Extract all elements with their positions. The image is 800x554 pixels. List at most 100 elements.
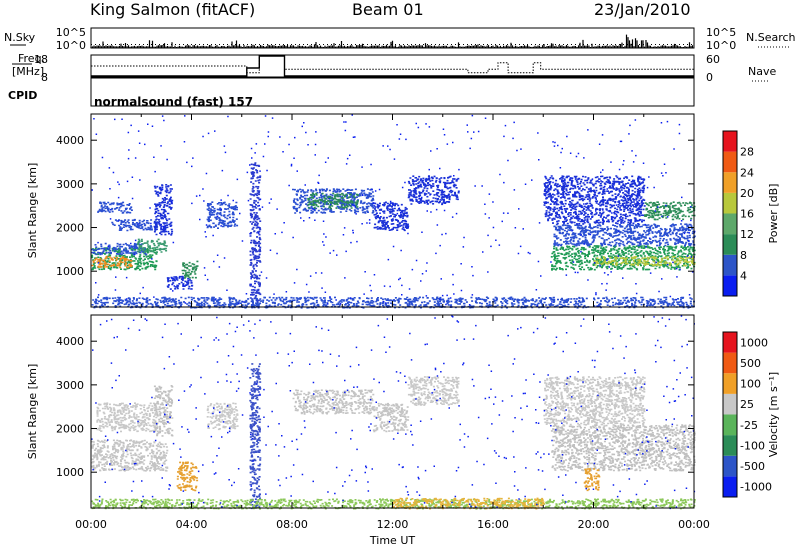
velocity-band-9 [550, 424, 696, 472]
power-band-17 [553, 223, 696, 247]
power-colorbar-tick: 20 [740, 187, 754, 200]
velocity-band-4 [206, 402, 239, 431]
freq-tick-bottom: 8 [41, 71, 48, 84]
power-band-13 [372, 201, 410, 232]
power-band-7 [181, 260, 199, 279]
nsky-label: N.Sky [4, 31, 36, 44]
velocity-band-7 [372, 402, 410, 433]
power-ytick-label: 4000 [56, 134, 84, 147]
xtick-label: 12:00 [377, 518, 409, 531]
xtick-label: 04:00 [176, 518, 208, 531]
power-band-18 [543, 175, 646, 225]
station-title: King Salmon (fitACF) [90, 0, 256, 19]
noise-tick-left-top: 10^5 [56, 26, 86, 39]
power-colorbar-tick: 12 [740, 228, 754, 241]
power-colorbar-segment [723, 131, 737, 152]
nave-label: Nave [748, 65, 777, 78]
noise-tick-right-bottom: 10^0 [706, 39, 736, 52]
cpid-panel-frame [90, 77, 695, 107]
power-colorbar-tick: 8 [740, 249, 747, 262]
freq-label: Freq. [18, 52, 46, 65]
power-colorbar-segment [723, 172, 737, 193]
power-band-20 [91, 296, 696, 309]
power-colorbar-frame [722, 130, 738, 297]
xaxis-label: Time UT [369, 534, 415, 547]
velocity-colorbar-tick: -25 [740, 419, 758, 432]
nave-tick-top: 60 [706, 53, 720, 66]
freq-trace [91, 55, 694, 77]
power-band-2 [91, 242, 148, 256]
power-colorbar-segment [723, 213, 737, 235]
nsearch-label: N.Search [746, 31, 796, 44]
velocity-colorbar-tick: 500 [740, 357, 761, 370]
velocity-colorbar-tick: 100 [740, 378, 761, 391]
velocity-colorbar-segment [723, 414, 737, 436]
freq-tick-top: 18 [34, 53, 48, 66]
nave-trace [91, 55, 694, 74]
power-colorbar-tick: 28 [740, 146, 754, 159]
power-band-16 [593, 255, 696, 267]
velocity-colorbar-segment [723, 352, 737, 374]
power-band-19 [644, 201, 696, 221]
power-band-5 [111, 218, 159, 232]
power-band-4 [97, 201, 133, 214]
power-band-3 [136, 238, 168, 253]
power-colorbar-segment [723, 234, 737, 255]
velocity-colorbar-tick: 25 [740, 398, 754, 411]
freq-unit-label: [MHz] [12, 65, 45, 78]
velocity-band-2 [153, 385, 174, 437]
velocity-band-11 [583, 468, 601, 492]
velocity-band-0 [91, 439, 169, 472]
velocity-colorbar-segment [723, 393, 737, 415]
velocity-colorbar-tick: -100 [740, 439, 765, 452]
xtick-label: 16:00 [477, 518, 509, 531]
velocity-ytick-label: 3000 [56, 379, 84, 392]
velocity-band-3 [176, 461, 199, 492]
cpid-label: CPID [8, 89, 38, 102]
power-colorbar-tick: 4 [740, 269, 747, 282]
velocity-band-8 [407, 376, 460, 406]
power-band-14 [407, 175, 460, 206]
velocity-colorbar-tick: 1000 [740, 336, 768, 349]
xtick-label: 08:00 [276, 518, 308, 531]
power-band-8 [166, 275, 194, 290]
power-colorbar-segment [723, 275, 737, 296]
power-ytick-label: 3000 [56, 178, 84, 191]
xtick-label: 00:00 [75, 518, 107, 531]
velocity-ytick-label: 1000 [56, 466, 84, 479]
velocity-colorbar-segment [723, 435, 737, 456]
velocity-band-10 [543, 376, 646, 426]
nsky-trace [90, 34, 694, 48]
velocity-colorbar-frame [722, 331, 738, 498]
velocity-ytick-label: 2000 [56, 423, 84, 436]
velocity-colorbar-segment [723, 455, 737, 477]
noise-tick-left-bottom: 10^0 [56, 39, 86, 52]
velocity-ytick-label: 4000 [56, 335, 84, 348]
power-ylabel: Slant Range [km] [26, 163, 39, 259]
noise-tick-right-top: 10^5 [706, 26, 736, 39]
power-ytick-label: 2000 [56, 222, 84, 235]
velocity-ylabel: Slant Range [km] [26, 364, 39, 460]
velocity-band-13 [392, 497, 545, 510]
power-colorbar-label: Power [dB] [767, 184, 780, 244]
power-colorbar-segment [723, 192, 737, 214]
power-colorbar-tick: 16 [740, 208, 754, 221]
nave-tick-bottom: 0 [706, 71, 713, 84]
velocity-band-5 [249, 363, 262, 510]
power-colorbar-segment [723, 151, 737, 173]
power-band-9 [206, 201, 239, 229]
velocity-colorbar-tick: -1000 [740, 481, 772, 494]
power-band-1 [91, 255, 133, 269]
velocity-heatmap [91, 363, 696, 510]
velocity-colorbar-segment [723, 476, 737, 497]
power-band-11 [292, 188, 375, 214]
power-heatmap [91, 162, 696, 309]
power-band-10 [249, 162, 262, 309]
velocity-colorbar-segment [723, 332, 737, 353]
velocity-band-1 [96, 402, 159, 433]
velocity-colorbar-label: Velocity [m s⁻¹] [767, 372, 780, 457]
xtick-label: 20:00 [578, 518, 610, 531]
velocity-band-6 [292, 389, 375, 415]
power-band-12 [307, 192, 359, 210]
